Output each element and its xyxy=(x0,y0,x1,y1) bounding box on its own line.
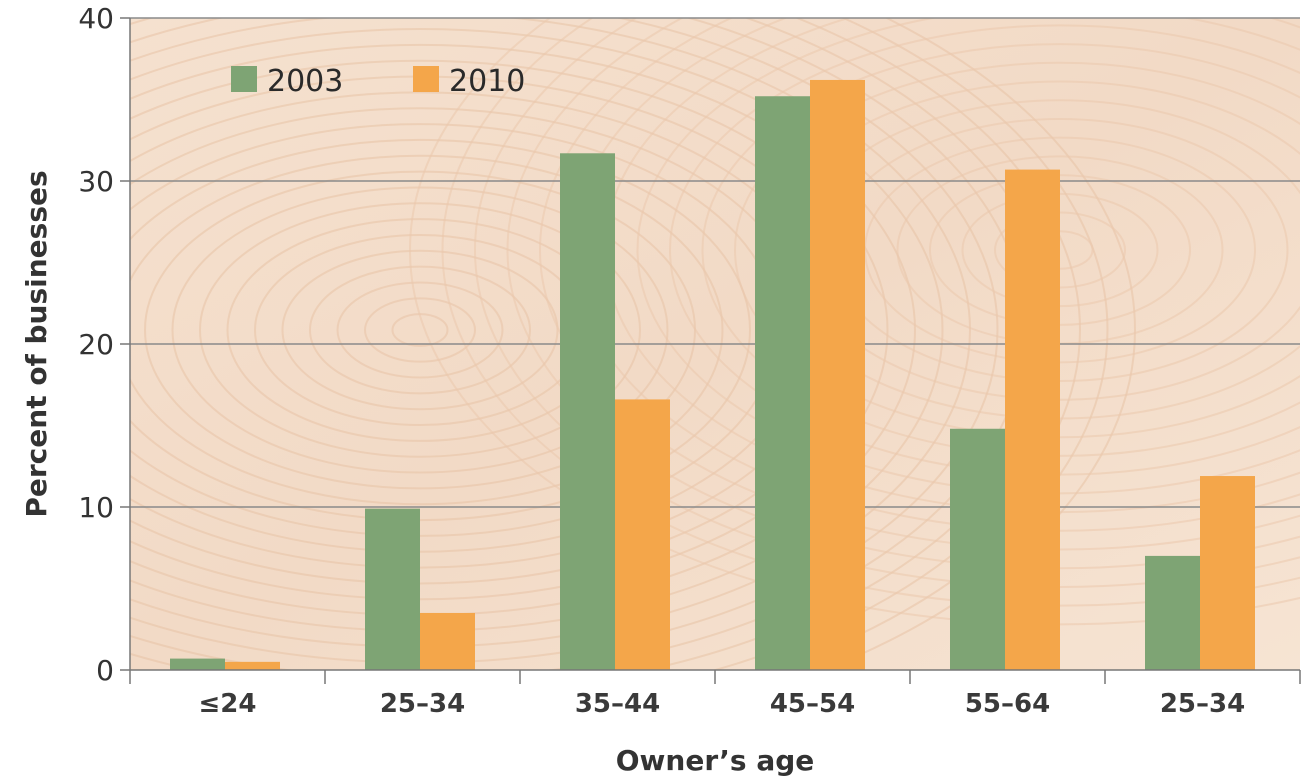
bar-2003-1 xyxy=(365,508,420,670)
x-axis-title: Owner’s age xyxy=(616,744,815,777)
y-tick-label: 0 xyxy=(96,654,114,687)
wood-grain-ring xyxy=(336,281,504,379)
legend-swatch-2003 xyxy=(231,66,257,92)
bar-2003-5 xyxy=(1145,555,1200,670)
y-axis-title: Percent of businesses xyxy=(20,170,53,517)
bar-2003-4 xyxy=(950,428,1005,670)
wood-grain-ring xyxy=(309,265,531,395)
legend-label-2010: 2010 xyxy=(449,64,525,99)
bar-2003-0 xyxy=(170,658,225,670)
wood-grain-ring xyxy=(820,18,1136,670)
axes xyxy=(120,17,1301,684)
bar-2010-5 xyxy=(1200,476,1255,670)
y-tick-label: 30 xyxy=(78,165,114,198)
bar-2010-1 xyxy=(420,612,475,670)
bar-2010-0 xyxy=(225,661,280,670)
legend: 2003 2010 xyxy=(231,64,525,99)
wood-grain-ring xyxy=(364,297,476,363)
x-tick-label: 25–34 xyxy=(380,689,465,719)
y-tick-label: 10 xyxy=(78,491,114,524)
x-tick-label: 35–44 xyxy=(575,689,660,719)
bar-2003-2 xyxy=(560,153,615,671)
wood-grain-ring xyxy=(711,18,1081,670)
y-tick-label: 20 xyxy=(78,328,114,361)
bar-2010-4 xyxy=(1005,169,1060,670)
wood-grain-ring xyxy=(130,154,724,506)
legend-label-2003: 2003 xyxy=(267,64,343,99)
legend-swatch-2010 xyxy=(413,66,439,92)
x-tick-label: 25–34 xyxy=(1160,689,1245,719)
x-tick-label: 55–64 xyxy=(965,689,1050,719)
wood-grain-ring xyxy=(768,18,1109,670)
bar-2010-3 xyxy=(810,79,865,670)
x-tick-labels: ≤24 25–34 35–44 45–54 55–64 25–34 xyxy=(199,689,1246,719)
gridlines xyxy=(130,17,1300,508)
bar-2010-2 xyxy=(615,399,670,670)
wood-grain-ring xyxy=(199,202,641,458)
bars xyxy=(170,79,1255,671)
y-tick-label: 40 xyxy=(78,2,114,35)
x-tick-label: 45–54 xyxy=(770,689,855,719)
y-tick-labels: 0 10 20 30 40 xyxy=(78,2,114,687)
x-tick-label: ≤24 xyxy=(199,689,257,719)
wood-grain-ring xyxy=(281,249,559,411)
bar-2003-3 xyxy=(755,96,810,671)
